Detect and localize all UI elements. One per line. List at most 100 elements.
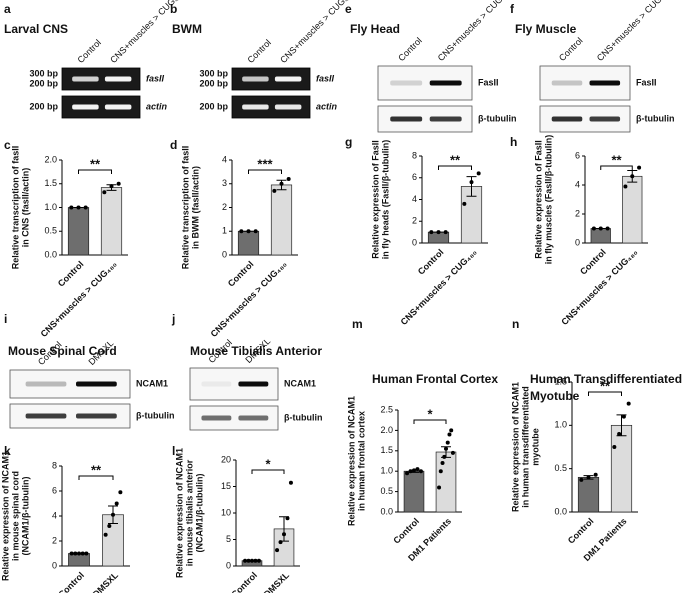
significance-bracket [413, 419, 447, 424]
data-point [69, 205, 74, 210]
data-point [288, 480, 293, 485]
bar [403, 470, 425, 513]
y-tick-label: 6 [412, 172, 417, 182]
y-axis-label: Relative expression of FasII [370, 140, 380, 259]
panel-letter: b [170, 2, 177, 16]
y-tick-label: 1 [222, 226, 227, 236]
y-tick-label: 1.0 [380, 466, 393, 476]
data-point [246, 229, 251, 234]
data-point [285, 516, 290, 521]
gel-band [242, 76, 269, 82]
bar [67, 207, 90, 256]
y-tick-label: 1.5 [554, 376, 567, 386]
row-label: β-tubulin [478, 113, 516, 123]
y-tick-label: 1.0 [554, 420, 567, 430]
gel-band [429, 116, 462, 122]
panel-letter: m [352, 317, 363, 331]
data-point [69, 551, 74, 556]
y-tick-label: 2 [412, 216, 417, 226]
data-point [593, 472, 598, 477]
data-point [449, 428, 454, 433]
significance-bracket [438, 165, 472, 170]
data-point [586, 475, 591, 480]
panel-letter: k [4, 444, 11, 458]
y-axis-label: (NCAM1/β-tubulin) [194, 474, 204, 553]
data-point [637, 165, 642, 170]
marker-label: 200 bp [199, 78, 228, 88]
data-point [278, 540, 283, 545]
y-tick-label: 0.5 [554, 463, 567, 473]
gel-band [551, 80, 583, 86]
lane-label: Control [75, 38, 103, 66]
panel-title: Mouse Spinal Cord [8, 344, 117, 358]
data-point [405, 471, 410, 476]
data-point [623, 184, 628, 189]
data-point [630, 174, 635, 179]
data-point [111, 512, 115, 517]
data-point [282, 532, 286, 537]
data-point [286, 177, 291, 181]
significance-label: ** [611, 152, 622, 167]
y-tick-label: 2 [52, 535, 57, 545]
y-axis-label: (NCAM1/β-tubulin) [20, 477, 30, 556]
row-label: NCAM1 [136, 378, 168, 388]
panel-letter: a [4, 2, 11, 16]
data-point [598, 226, 603, 231]
gel-band [551, 116, 583, 122]
error-bar [466, 176, 477, 197]
data-point [73, 551, 78, 556]
row-label: fasII [146, 73, 165, 83]
y-tick-label: 2.0 [380, 425, 393, 435]
y-tick-label: 0 [575, 237, 580, 247]
gel-band [72, 104, 99, 110]
data-point [246, 558, 251, 563]
gel-band [238, 381, 269, 387]
x-tick-label: Control [226, 259, 256, 289]
data-point [476, 171, 481, 176]
panel-letter: c [4, 138, 11, 152]
y-tick-label: 0.0 [554, 506, 567, 516]
lane-label: CNS+muscles > CUG₄₈₀ [436, 0, 513, 63]
y-tick-label: 6 [575, 150, 580, 160]
data-point [118, 490, 123, 495]
significance-label: ** [600, 378, 611, 393]
data-point [275, 548, 280, 553]
y-axis-label: Relative transcription of fasII [180, 146, 190, 270]
data-point [440, 461, 445, 466]
data-point [279, 181, 284, 186]
x-tick-label: DMSXL [262, 570, 292, 593]
y-axis-label: Relative expression of NCAM1 [346, 396, 356, 526]
significance-label: * [265, 456, 271, 471]
y-tick-label: 0.5 [44, 226, 57, 236]
gel-band [104, 104, 132, 110]
panel-letter: f [510, 2, 515, 16]
row-label: fasII [316, 73, 335, 83]
lane-label: Control [557, 36, 585, 64]
panel-title: BWM [172, 22, 202, 36]
panel-letter: g [345, 135, 352, 149]
data-point [445, 440, 450, 445]
x-tick-label: Control [229, 570, 259, 593]
significance-bracket [600, 165, 633, 170]
marker-label: 200 bp [29, 78, 58, 88]
y-tick-label: 4 [412, 194, 417, 204]
significance-label: * [427, 406, 433, 421]
data-point [103, 532, 108, 537]
data-point [443, 230, 448, 235]
bar [100, 187, 123, 256]
data-point [617, 432, 622, 436]
data-point [250, 558, 254, 563]
significance-bracket [588, 391, 622, 396]
y-tick-label: 8 [412, 150, 417, 160]
panel-letter: d [170, 138, 177, 152]
y-tick-label: 4 [52, 510, 57, 520]
data-point [450, 450, 455, 455]
gel-strip [231, 95, 311, 119]
panel-title: Human Transdifferentiated [530, 372, 682, 386]
data-point [447, 432, 452, 437]
panel-letter: e [345, 2, 352, 16]
row-label: β-tubulin [636, 113, 674, 123]
y-tick-label: 3 [222, 178, 227, 188]
data-point [626, 401, 631, 406]
